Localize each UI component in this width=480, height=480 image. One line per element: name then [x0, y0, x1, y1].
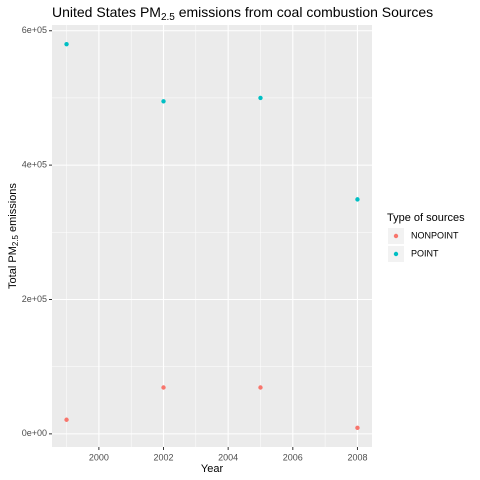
label-part: emissions [7, 183, 19, 235]
x-tick-label: 2006 [283, 452, 303, 462]
legend-marker [393, 251, 399, 257]
legend-label: POINT [411, 248, 439, 258]
label-subscript: 2.5 [11, 234, 20, 246]
legend-marker [393, 233, 399, 239]
title-part: emissions from coal combustion Sources [175, 4, 433, 20]
y-tick-label: 0e+00 [22, 428, 47, 438]
legend-title: Type of sources [387, 212, 465, 224]
chart-title: United States PM2.5 emissions from coal … [52, 4, 433, 23]
x-tick-label: 2008 [347, 452, 367, 462]
y-tick-label: 2e+05 [22, 294, 47, 304]
point [161, 99, 166, 104]
point [355, 425, 360, 431]
y-tick-label: 4e+05 [22, 159, 47, 169]
point [258, 385, 263, 390]
title-subscript: 2.5 [161, 12, 175, 23]
point [64, 417, 69, 422]
x-tick-label: 2004 [218, 452, 238, 462]
point [355, 197, 360, 202]
point [161, 385, 166, 390]
legend-label: NONPOINT [411, 230, 459, 240]
point [258, 95, 263, 101]
label-part: Total PM [7, 246, 19, 289]
x-axis-label: Year [201, 463, 224, 475]
y-tick-label: 6e+05 [22, 25, 47, 35]
title-part: United States PM [52, 4, 161, 20]
x-tick-label: 2000 [89, 452, 109, 462]
x-tick-label: 2002 [153, 452, 173, 462]
y-axis-label: Total PM2.5 emissions [7, 183, 20, 289]
point [64, 41, 69, 47]
plot-panel [52, 25, 372, 447]
